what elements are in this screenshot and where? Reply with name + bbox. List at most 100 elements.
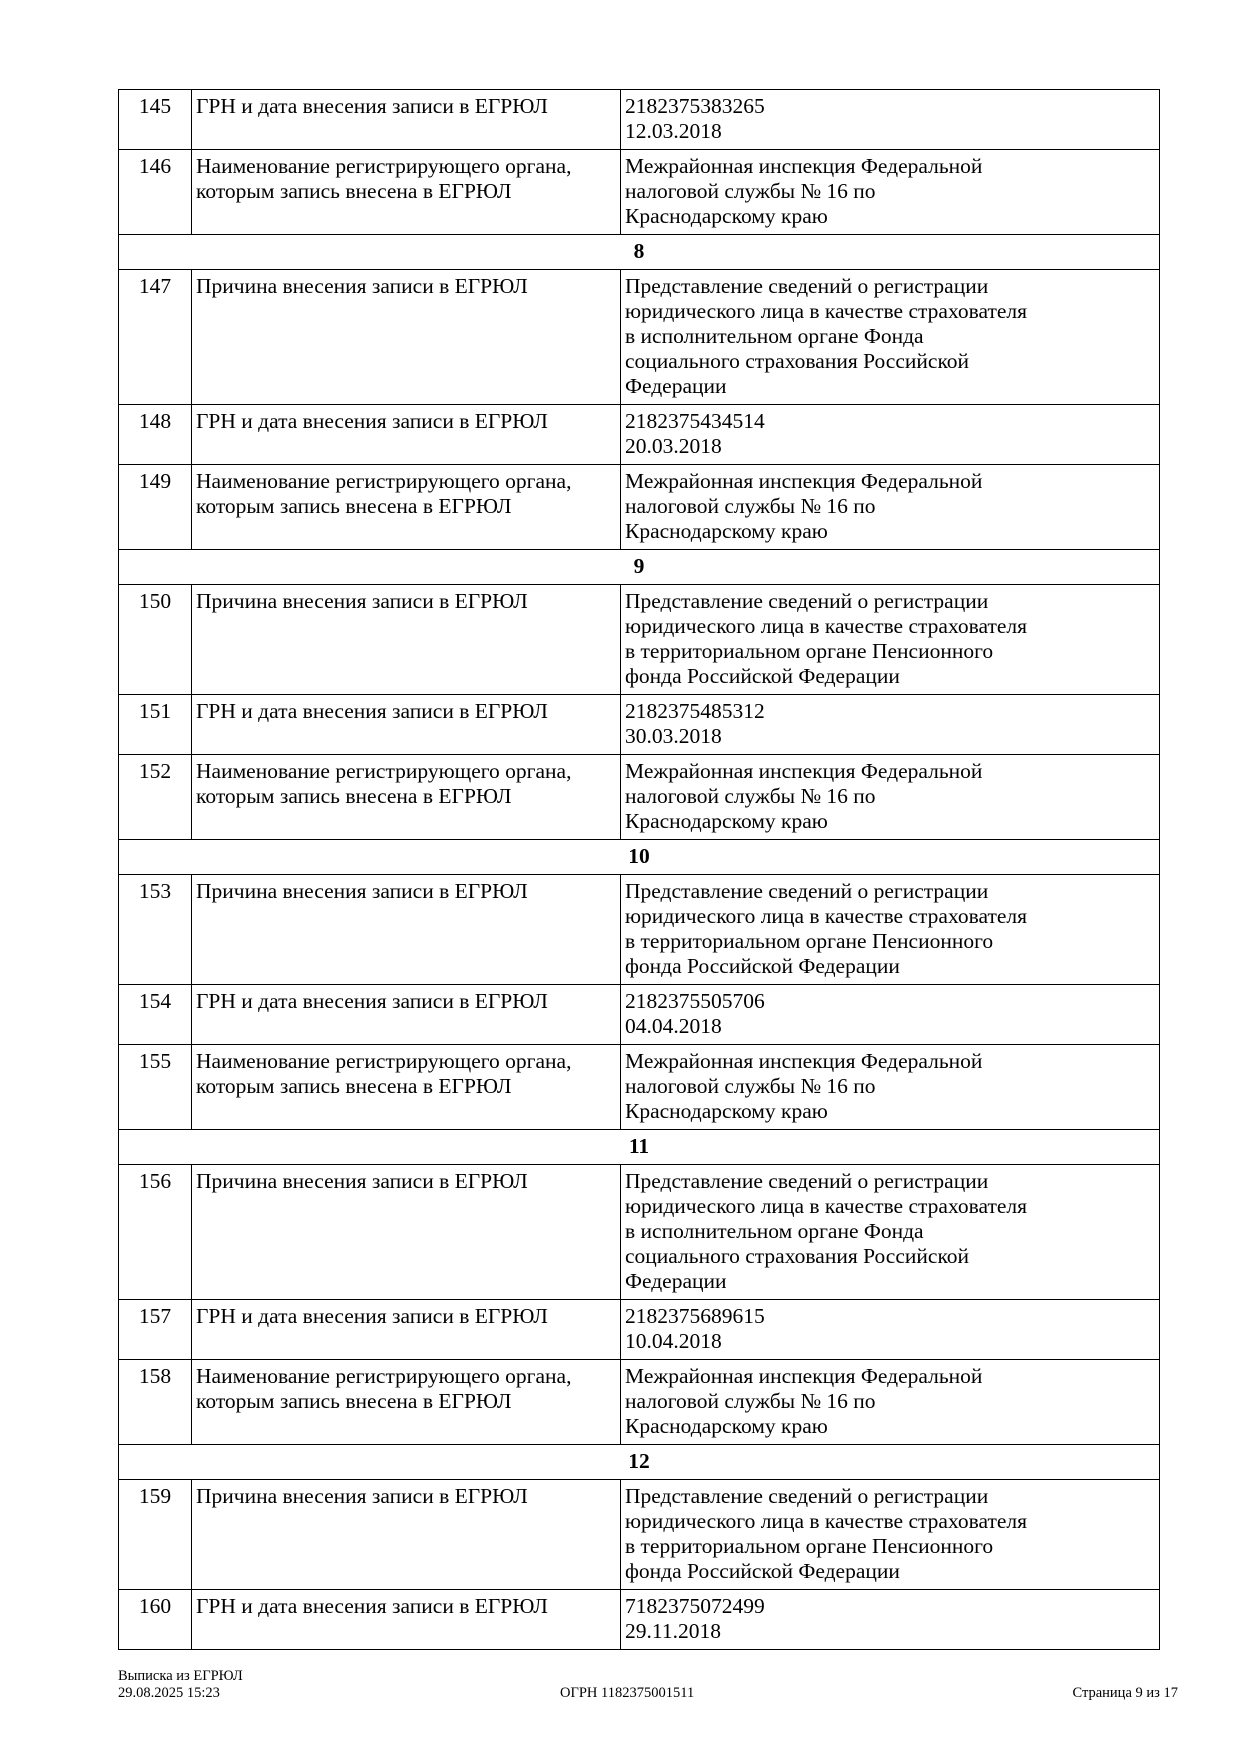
row-value: 2182375505706 04.04.2018 [620, 984, 1160, 1045]
row-label: ГРН и дата внесения записи в ЕГРЮЛ [191, 984, 621, 1045]
row-label-line: ГРН и дата внесения записи в ЕГРЮЛ [196, 1304, 548, 1328]
row-value-line: юридического лица в качестве страховател… [625, 614, 1028, 638]
row-value-line: 7182375072499 [625, 1594, 765, 1618]
row-number: 151 [118, 694, 192, 755]
table-row: 155 Наименование регистрирующего органа, к… [118, 1044, 1160, 1130]
table-row: 150 Причина внесения записи в ЕГРЮЛ Предст… [118, 584, 1160, 695]
table-row: 152 Наименование регистрирующего органа, к… [118, 754, 1160, 840]
row-value-line: юридического лица в качестве страховател… [625, 1509, 1028, 1533]
row-label-line: Причина внесения записи в ЕГРЮЛ [196, 274, 528, 298]
row-value-line: в исполнительном органе Фонда [625, 1219, 924, 1243]
row-value-line: Краснодарскому краю [625, 519, 828, 543]
row-value: 2182375434514 20.03.2018 [620, 404, 1160, 465]
section-row: 8 [118, 234, 1160, 270]
row-value-line: 20.03.2018 [625, 434, 722, 458]
row-value: Межрайонная инспекция Федеральной налогов… [620, 149, 1160, 235]
row-label: ГРН и дата внесения записи в ЕГРЮЛ [191, 404, 621, 465]
table-row: 157 ГРН и дата внесения записи в ЕГРЮЛ 218… [118, 1299, 1160, 1360]
row-value: Межрайонная инспекция Федеральной налогов… [620, 1044, 1160, 1130]
row-value-line: Межрайонная инспекция Федеральной [625, 1049, 983, 1073]
section-row: 10 [118, 839, 1160, 875]
row-value: 2182375383265 12.03.2018 [620, 89, 1160, 150]
row-value-line: Межрайонная инспекция Федеральной [625, 154, 983, 178]
section-row: 12 [118, 1444, 1160, 1480]
row-number: 158 [118, 1359, 192, 1445]
row-label: Наименование регистрирующего органа, кото… [191, 149, 621, 235]
row-label-line: которым запись внесена в ЕГРЮЛ [196, 1074, 512, 1098]
section-number: 8 [118, 234, 1160, 270]
row-value-line: фонда Российской Федерации [625, 664, 900, 688]
row-number: 153 [118, 874, 192, 985]
row-label: ГРН и дата внесения записи в ЕГРЮЛ [191, 1589, 621, 1650]
row-value: 7182375072499 29.11.2018 [620, 1589, 1160, 1650]
footer-ogrn: ОГРН 1182375001511 [560, 1685, 695, 1701]
row-value-line: 2182375434514 [625, 409, 765, 433]
row-value-line: юридического лица в качестве страховател… [625, 904, 1028, 928]
row-number: 149 [118, 464, 192, 550]
row-number: 150 [118, 584, 192, 695]
row-label: Причина внесения записи в ЕГРЮЛ [191, 584, 621, 695]
row-value-line: Представление сведений о регистрации [625, 1484, 989, 1508]
row-value: Представление сведений о регистрации юрид… [620, 1479, 1160, 1590]
row-value-line: Представление сведений о регистрации [625, 879, 989, 903]
table-row: 148 ГРН и дата внесения записи в ЕГРЮЛ 218… [118, 404, 1160, 465]
row-label-line: ГРН и дата внесения записи в ЕГРЮЛ [196, 409, 548, 433]
row-value: Представление сведений о регистрации юрид… [620, 1164, 1160, 1300]
row-label-line: которым запись внесена в ЕГРЮЛ [196, 784, 512, 808]
row-label: Наименование регистрирующего органа, кото… [191, 1044, 621, 1130]
row-value-line: Представление сведений о регистрации [625, 274, 989, 298]
row-value-line: в территориальном органе Пенсионного [625, 639, 994, 663]
row-value-line: в территориальном органе Пенсионного [625, 1534, 994, 1558]
row-label: Причина внесения записи в ЕГРЮЛ [191, 1479, 621, 1590]
footer-doc-title: Выписка из ЕГРЮЛ [118, 1668, 243, 1684]
row-value-line: Представление сведений о регистрации [625, 1169, 989, 1193]
footer-page-number: Страница 9 из 17 [1072, 1685, 1178, 1701]
row-value: 2182375485312 30.03.2018 [620, 694, 1160, 755]
row-value-line: налоговой службы № 16 по [625, 1389, 876, 1413]
row-label: ГРН и дата внесения записи в ЕГРЮЛ [191, 89, 621, 150]
table-row: 149 Наименование регистрирующего органа, к… [118, 464, 1160, 550]
table-row: 159 Причина внесения записи в ЕГРЮЛ Предст… [118, 1479, 1160, 1590]
section-number: 12 [118, 1444, 1160, 1480]
egrul-table: 145 ГРН и дата внесения записи в ЕГРЮЛ 218… [118, 89, 1160, 1650]
row-number: 157 [118, 1299, 192, 1360]
table-row: 158 Наименование регистрирующего органа, к… [118, 1359, 1160, 1445]
section-row: 9 [118, 549, 1160, 585]
row-value-line: Федерации [625, 374, 727, 398]
row-value-line: Межрайонная инспекция Федеральной [625, 1364, 983, 1388]
row-value-line: 12.03.2018 [625, 119, 722, 143]
row-value-line: юридического лица в качестве страховател… [625, 299, 1028, 323]
row-value-line: 04.04.2018 [625, 1014, 722, 1038]
section-number: 9 [118, 549, 1160, 585]
row-value-line: налоговой службы № 16 по [625, 494, 876, 518]
row-value-line: 2182375485312 [625, 699, 765, 723]
row-number: 146 [118, 149, 192, 235]
row-label-line: Причина внесения записи в ЕГРЮЛ [196, 1169, 528, 1193]
row-number: 159 [118, 1479, 192, 1590]
row-number: 154 [118, 984, 192, 1045]
row-label-line: Наименование регистрирующего органа, [196, 1364, 572, 1388]
row-label-line: ГРН и дата внесения записи в ЕГРЮЛ [196, 989, 548, 1013]
section-number: 10 [118, 839, 1160, 875]
row-label: Наименование регистрирующего органа, кото… [191, 464, 621, 550]
row-value-line: 2182375505706 [625, 989, 765, 1013]
row-label: ГРН и дата внесения записи в ЕГРЮЛ [191, 694, 621, 755]
row-value-line: юридического лица в качестве страховател… [625, 1194, 1028, 1218]
table-row: 145 ГРН и дата внесения записи в ЕГРЮЛ 218… [118, 89, 1160, 150]
row-number: 152 [118, 754, 192, 840]
row-number: 147 [118, 269, 192, 405]
row-label-line: ГРН и дата внесения записи в ЕГРЮЛ [196, 1594, 548, 1618]
row-number: 156 [118, 1164, 192, 1300]
row-label-line: которым запись внесена в ЕГРЮЛ [196, 1389, 512, 1413]
table-row: 153 Причина внесения записи в ЕГРЮЛ Предст… [118, 874, 1160, 985]
row-value-line: Представление сведений о регистрации [625, 589, 989, 613]
row-value: Межрайонная инспекция Федеральной налогов… [620, 1359, 1160, 1445]
row-label: Причина внесения записи в ЕГРЮЛ [191, 1164, 621, 1300]
row-label: Причина внесения записи в ЕГРЮЛ [191, 874, 621, 985]
row-label: Наименование регистрирующего органа, кото… [191, 1359, 621, 1445]
row-label-line: ГРН и дата внесения записи в ЕГРЮЛ [196, 699, 548, 723]
table-row: 151 ГРН и дата внесения записи в ЕГРЮЛ 218… [118, 694, 1160, 755]
row-label-line: Причина внесения записи в ЕГРЮЛ [196, 879, 528, 903]
row-value-line: налоговой службы № 16 по [625, 179, 876, 203]
row-value-line: Краснодарскому краю [625, 1414, 828, 1438]
